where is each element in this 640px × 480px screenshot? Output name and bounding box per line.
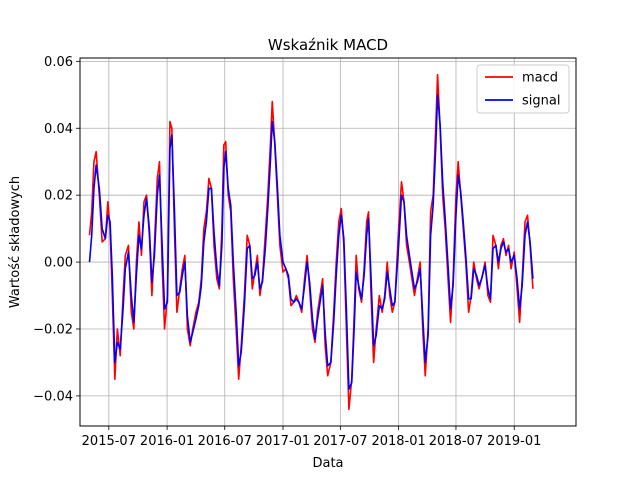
x-tick-label: 2016-01 bbox=[140, 434, 194, 449]
y-tick-label: −0.04 bbox=[33, 389, 73, 404]
grid bbox=[80, 58, 576, 426]
legend-label-signal: signal bbox=[522, 94, 560, 109]
plot-frame bbox=[79, 57, 577, 427]
y-tick-label: 0.04 bbox=[44, 122, 73, 137]
plot-lines bbox=[88, 73, 534, 411]
y-axis-ticks: −0.04 −0.02 0.00 0.02 0.04 0.06 bbox=[33, 55, 80, 404]
series-line-signal bbox=[88, 94, 534, 390]
y-tick-label: −0.02 bbox=[33, 322, 73, 337]
x-axis-ticks: 2015-07 2016-01 2016-07 2017-01 2017-07 2018-… bbox=[82, 426, 541, 449]
legend-label-macd: macd bbox=[522, 71, 558, 86]
y-tick-label: 0.06 bbox=[44, 55, 73, 70]
x-tick-label: 2015-07 bbox=[82, 434, 136, 449]
x-tick-label: 2017-07 bbox=[313, 434, 367, 449]
y-tick-label: 0.02 bbox=[44, 189, 73, 204]
legend: macd signal bbox=[476, 64, 570, 114]
y-tick-label: 0.00 bbox=[44, 256, 73, 271]
x-tick-label: 2018-01 bbox=[371, 434, 425, 449]
y-axis-label: Wartość składowych bbox=[8, 176, 23, 308]
x-tick-label: 2016-07 bbox=[198, 434, 252, 449]
x-tick-label: 2017-01 bbox=[256, 434, 310, 449]
x-axis-label: Data bbox=[312, 456, 343, 471]
chart-title: Wskaźnik MACD bbox=[268, 36, 388, 54]
x-tick-label: 2018-07 bbox=[429, 434, 483, 449]
x-tick-label: 2019-01 bbox=[487, 434, 541, 449]
